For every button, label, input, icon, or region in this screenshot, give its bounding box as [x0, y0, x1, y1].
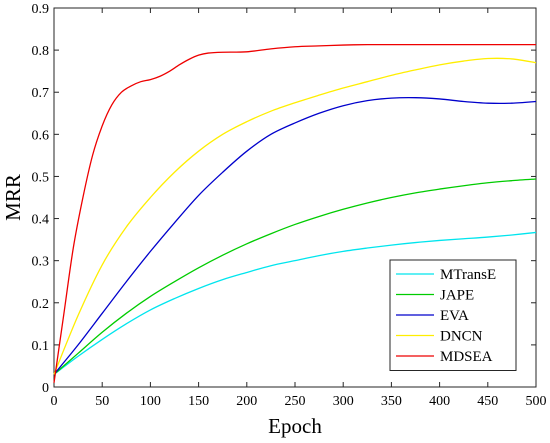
y-tick-label: 0.1: [32, 339, 50, 354]
legend-label-jape: JAPE: [440, 288, 474, 304]
legend-label-eva: EVA: [440, 308, 469, 324]
x-tick-label: 350: [381, 394, 402, 409]
y-tick-label: 0.3: [32, 255, 50, 270]
legend-label-dncn: DNCN: [440, 329, 483, 345]
y-tick-label: 0.6: [32, 128, 50, 143]
y-tick-label: 0.7: [32, 86, 50, 101]
legend-label-mdsea: MDSEA: [440, 349, 493, 365]
series-group: [53, 43, 537, 383]
y-tick-label: 0.5: [32, 170, 50, 185]
x-axis: 0 50 100 150 200 250 300 350 400 450 500: [51, 8, 547, 409]
y-tick-label: 0.8: [32, 44, 50, 59]
legend: MTransE JAPE EVA DNCN MDSEA: [389, 259, 517, 371]
y-axis-title: MRR: [1, 174, 25, 221]
series-line-mtranse: [53, 231, 537, 375]
y-tick-label: 0.9: [32, 2, 50, 17]
x-axis-title: Epoch: [268, 414, 322, 438]
y-axis: 0 0.1 0.2 0.3 0.4 0.5 0.6 0.7 0.8 0.9: [32, 2, 536, 396]
y-tick-label: 0.4: [32, 213, 50, 228]
x-tick-label: 500: [526, 394, 547, 409]
x-tick-label: 150: [188, 394, 209, 409]
x-tick-label: 200: [236, 394, 257, 409]
series-line-dncn: [53, 57, 537, 375]
x-tick-label: 300: [333, 394, 354, 409]
x-tick-label: 0: [51, 394, 58, 409]
series-line-eva: [53, 96, 537, 375]
x-tick-label: 400: [429, 394, 450, 409]
legend-label-mtranse: MTransE: [440, 267, 496, 283]
x-tick-label: 450: [477, 394, 498, 409]
series-line-mdsea: [53, 43, 536, 383]
x-tick-label: 100: [140, 394, 161, 409]
y-tick-label: 0.2: [32, 297, 50, 312]
x-tick-label: 50: [95, 394, 109, 409]
series-line-jape: [53, 178, 537, 375]
x-tick-label: 250: [285, 394, 306, 409]
y-tick-label: 0: [42, 381, 49, 396]
